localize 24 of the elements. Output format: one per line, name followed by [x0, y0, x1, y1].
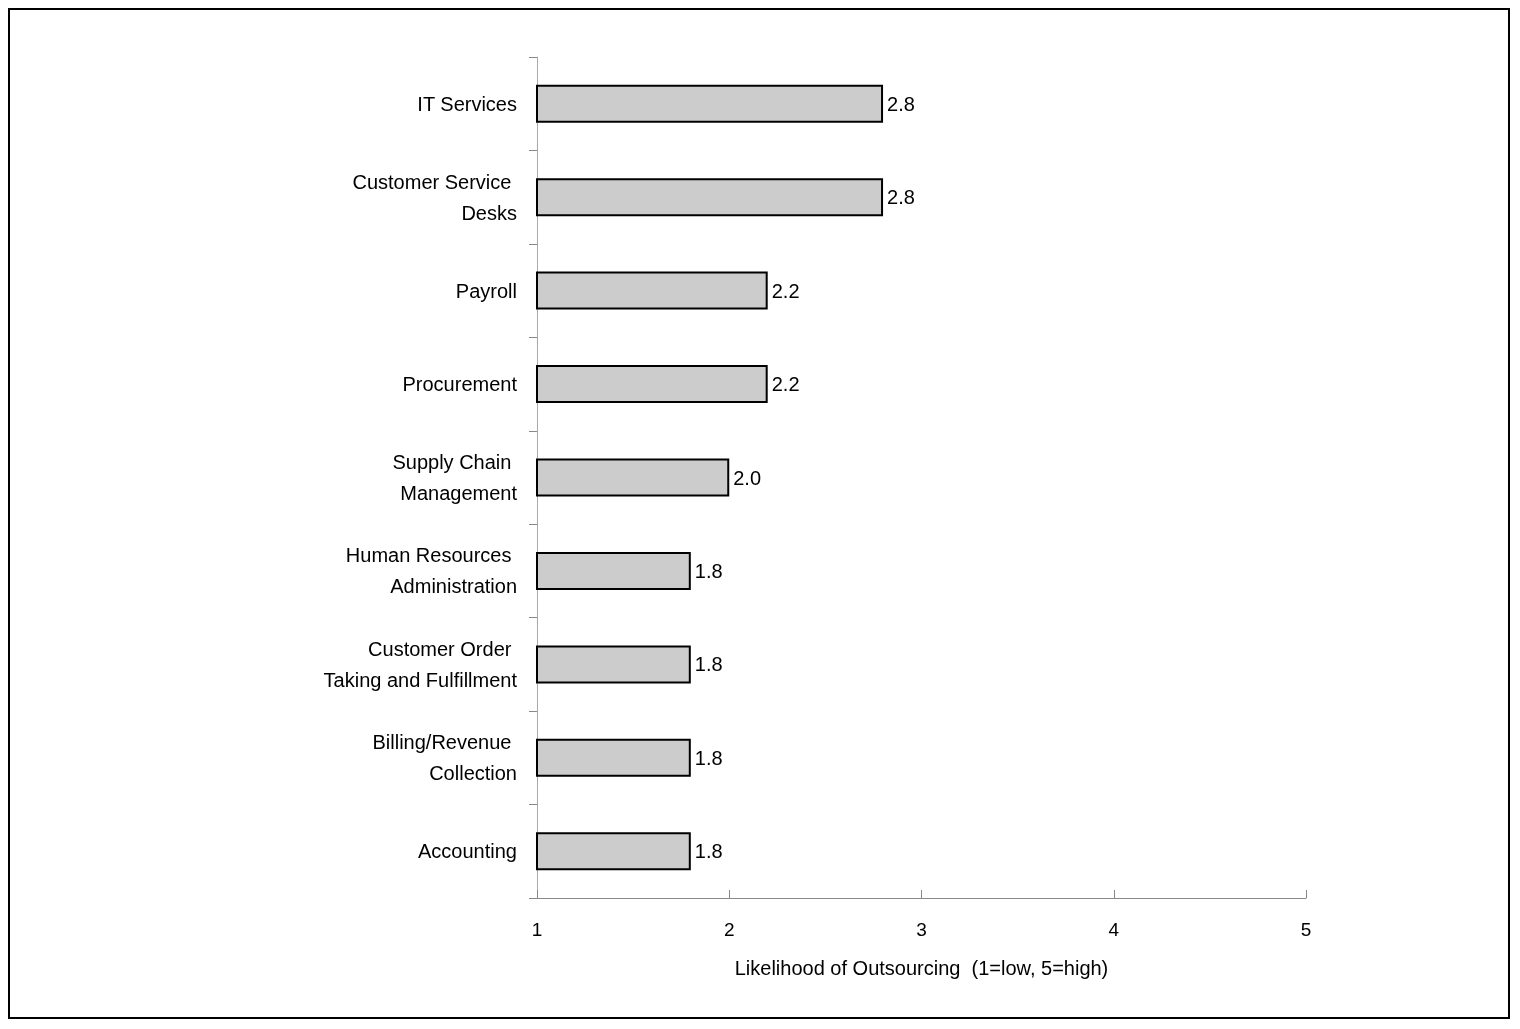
data-label: 2.8 — [887, 186, 915, 209]
y-tick-label: Supply Chain Management — [392, 451, 518, 504]
x-tick-label: 4 — [1108, 919, 1120, 940]
y-tick-label: Accounting — [418, 840, 517, 863]
data-label: 1.8 — [694, 559, 723, 582]
x-tick-label: 3 — [916, 919, 927, 940]
data-label: 2.2 — [771, 279, 800, 302]
data-label: 2.0 — [733, 466, 762, 489]
data-label: 1.8 — [694, 746, 723, 769]
y-tick-label: Human Resources Administration — [345, 544, 517, 598]
data-label: 1.8 — [694, 840, 723, 863]
x-tick-label: 1 — [531, 919, 543, 940]
y-tick-label: Customer Order Taking and Fulfillment — [323, 637, 518, 691]
data-label: 2.8 — [887, 92, 915, 115]
data-label: 1.8 — [694, 653, 723, 676]
x-tick-label: 2 — [723, 919, 735, 940]
x-axis-title: Likelihood of Outsourcing (1=low, 5=high) — [734, 957, 1109, 979]
y-tick-label: Billing/Revenue Collection — [372, 731, 517, 785]
data-label: 2.2 — [771, 373, 800, 396]
x-tick-label: 5 — [1300, 919, 1312, 940]
y-tick-label: Customer Service Desks — [352, 170, 517, 224]
y-tick-label: IT Services — [417, 92, 517, 115]
y-tick-label: Procurement — [402, 373, 518, 396]
y-tick-label: Payroll — [455, 279, 517, 302]
